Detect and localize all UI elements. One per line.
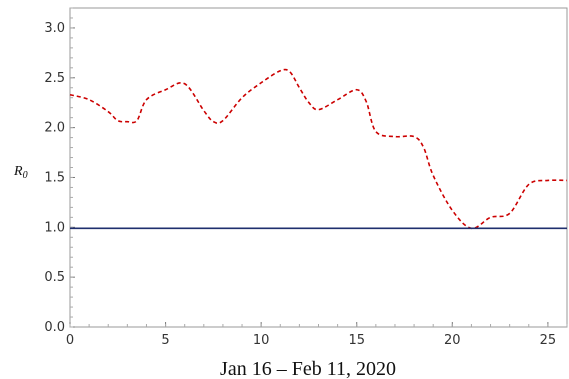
x-axis-label: Jan 16 – Feb 11, 2020 [220, 358, 396, 379]
x-tick-label: 25 [540, 333, 557, 348]
x-tick-label: 20 [444, 333, 461, 348]
x-tick-label: 10 [253, 333, 270, 348]
plot-border [69, 7, 568, 328]
plot-frame [69, 7, 568, 328]
y-axis-label-subscript: 0 [23, 170, 28, 181]
y-tick-label: 1.5 [44, 170, 65, 185]
y-tick-label: 0.5 [44, 270, 65, 285]
y-axis-ticks: 0.0 0.5 1.0 1.5 2.0 2.5 3.0 [44, 7, 75, 335]
y-tick-label: 2.0 [44, 121, 65, 136]
y-axis-label: R0 [13, 164, 28, 181]
x-axis-ticks: 0 5 10 15 20 25 [66, 322, 568, 348]
r0-estimate-series-line [69, 68, 568, 230]
x-tick-label: 0 [66, 333, 74, 348]
y-tick-label: 0.0 [44, 320, 65, 335]
y-tick-label: 3.0 [44, 21, 65, 36]
y-axis-label-main: R [13, 164, 23, 179]
x-tick-label: 15 [348, 333, 365, 348]
series-layer [69, 68, 568, 230]
y-tick-label: 1.0 [44, 220, 65, 235]
x-tick-label: 5 [161, 333, 169, 348]
y-tick-label: 2.5 [44, 71, 65, 86]
